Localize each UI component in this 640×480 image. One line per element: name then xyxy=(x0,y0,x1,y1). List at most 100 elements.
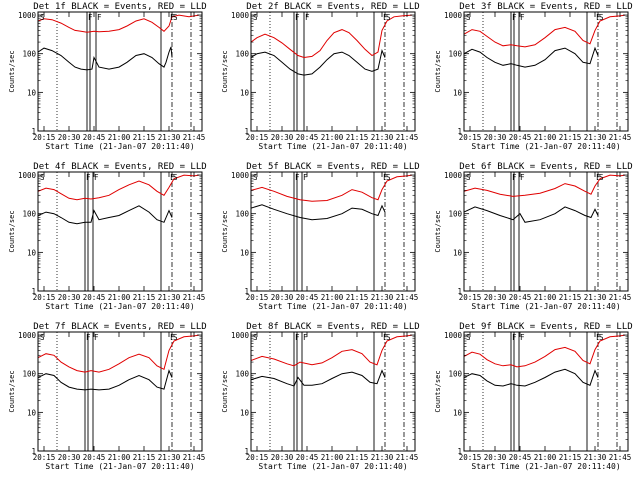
plot-frame xyxy=(250,171,416,292)
y-tick-label: 100 xyxy=(448,370,462,379)
annotation-label: F xyxy=(596,173,601,182)
panel-title: Det 1f BLACK = Events, RED = LLD xyxy=(33,2,206,12)
annotation-label: S xyxy=(386,173,391,182)
annotation-label: F xyxy=(520,13,525,22)
x-tick-label: 20:45 xyxy=(509,133,532,142)
annotation-label: S xyxy=(173,13,178,22)
x-tick-label: 20:45 xyxy=(83,133,106,142)
x-tick-label: 21:00 xyxy=(534,133,557,142)
y-tick-label: 1000 xyxy=(444,171,463,180)
x-tick-label: 21:15 xyxy=(133,133,156,142)
annotation-label: F xyxy=(295,173,300,182)
x-axis-label: Start Time (21-Jan-07 20:11:40) xyxy=(258,142,407,151)
series-line-events xyxy=(38,369,173,391)
y-axis-label: Counts/sec xyxy=(8,50,16,92)
annotation-label: S xyxy=(253,13,258,22)
x-tick-label: 21:45 xyxy=(609,293,632,302)
plot-frame xyxy=(463,11,629,132)
x-tick-label: 21:30 xyxy=(158,453,181,462)
y-tick-label: 1000 xyxy=(231,171,250,180)
annotation-label: F xyxy=(94,173,99,182)
detector-panel-7: Det 7f BLACK = Events, RED = LLD S F F F S 1 10… xyxy=(0,320,213,480)
detector-panel-8: Det 8f BLACK = Events, RED = LLD S F F F S 1 10… xyxy=(213,320,426,480)
x-tick-label: 20:30 xyxy=(271,293,294,302)
y-tick-label: 10 xyxy=(453,408,463,417)
series-line-events xyxy=(251,204,386,221)
y-axis-label: Counts/sec xyxy=(221,50,229,92)
y-tick-label: 10 xyxy=(27,408,37,417)
detector-panel-1: Det 1f BLACK = Events, RED = LLD S F F F S 1 10… xyxy=(0,0,213,160)
plot-frame xyxy=(250,331,416,452)
x-tick-label: 20:30 xyxy=(484,293,507,302)
y-tick-label: 100 xyxy=(448,50,462,59)
x-tick-label: 21:30 xyxy=(584,133,607,142)
x-tick-label: 21:30 xyxy=(371,133,394,142)
annotation-label: F xyxy=(520,333,525,342)
plot-frame xyxy=(463,331,629,452)
panel-title: Det 7f BLACK = Events, RED = LLD xyxy=(33,322,206,332)
panel-title: Det 6f BLACK = Events, RED = LLD xyxy=(459,162,632,172)
y-tick-label: 1 xyxy=(31,447,36,456)
annotation-label: F xyxy=(97,13,102,22)
x-tick-label: 21:45 xyxy=(609,453,632,462)
x-tick-label: 21:30 xyxy=(158,293,181,302)
x-tick-label: 20:15 xyxy=(246,133,269,142)
annotation-label: S xyxy=(253,333,258,342)
y-tick-label: 1 xyxy=(457,287,462,296)
x-tick-label: 21:45 xyxy=(183,293,206,302)
plot-frame xyxy=(37,331,203,452)
y-tick-label: 10 xyxy=(27,88,37,97)
x-tick-label: 21:00 xyxy=(534,453,557,462)
annotation-label: F xyxy=(596,333,601,342)
annotation-label: S xyxy=(253,173,258,182)
x-tick-label: 20:45 xyxy=(509,293,532,302)
panel-title: Det 5f BLACK = Events, RED = LLD xyxy=(246,162,419,172)
annotation-label: S xyxy=(40,173,45,182)
y-tick-label: 100 xyxy=(235,210,249,219)
annotation-label: S xyxy=(599,173,604,182)
y-tick-label: 1000 xyxy=(444,11,463,20)
annotation-label: S xyxy=(386,333,391,342)
series-line-events xyxy=(251,48,386,76)
series-line-events xyxy=(464,206,599,223)
y-tick-label: 10 xyxy=(453,88,463,97)
annotation-label: F xyxy=(88,13,93,22)
y-axis-label: Counts/sec xyxy=(221,370,229,412)
y-axis-label: Counts/sec xyxy=(434,370,442,412)
x-tick-label: 20:30 xyxy=(484,133,507,142)
annotation-label: F xyxy=(512,333,517,342)
annotation-label: S xyxy=(599,333,604,342)
x-axis-label: Start Time (21-Jan-07 20:11:40) xyxy=(258,302,407,311)
y-tick-label: 1 xyxy=(244,447,249,456)
annotation-label: F xyxy=(295,13,300,22)
x-tick-label: 21:00 xyxy=(108,453,131,462)
y-tick-label: 10 xyxy=(453,248,463,257)
x-tick-label: 21:45 xyxy=(396,293,419,302)
detector-panel-3: Det 3f BLACK = Events, RED = LLD S F F F S 1 10… xyxy=(426,0,639,160)
x-tick-label: 20:30 xyxy=(271,133,294,142)
annotation-label: F xyxy=(303,333,308,342)
y-tick-label: 1 xyxy=(31,127,36,136)
x-tick-label: 21:30 xyxy=(584,453,607,462)
x-axis-label: Start Time (21-Jan-07 20:11:40) xyxy=(471,302,620,311)
plot-frame xyxy=(37,171,203,292)
y-tick-label: 10 xyxy=(240,88,250,97)
x-tick-label: 20:15 xyxy=(33,453,56,462)
annotation-label: F xyxy=(305,13,310,22)
x-tick-label: 20:15 xyxy=(459,293,482,302)
series-line-lld xyxy=(464,14,626,48)
annotation-label: S xyxy=(173,333,178,342)
series-line-events xyxy=(38,46,173,71)
y-axis-label: Counts/sec xyxy=(8,370,16,412)
x-axis-label: Start Time (21-Jan-07 20:11:40) xyxy=(471,462,620,471)
series-line-events xyxy=(464,368,599,387)
x-tick-label: 20:30 xyxy=(58,453,81,462)
series-line-lld xyxy=(251,334,413,367)
y-tick-label: 1000 xyxy=(231,331,250,340)
x-tick-label: 20:30 xyxy=(271,453,294,462)
x-tick-label: 21:15 xyxy=(346,133,369,142)
